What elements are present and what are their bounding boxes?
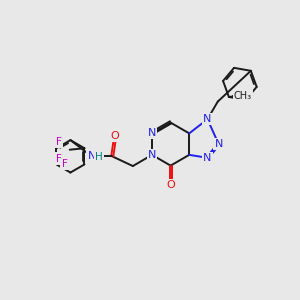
Text: F: F [56, 154, 62, 164]
Text: N: N [203, 153, 212, 163]
Text: O: O [111, 131, 120, 141]
Text: O: O [166, 180, 175, 190]
Text: N: N [203, 114, 212, 124]
Text: N: N [214, 139, 223, 149]
Text: N: N [148, 150, 156, 160]
Text: F: F [61, 159, 68, 169]
Text: H: H [95, 152, 103, 162]
Text: N: N [87, 151, 96, 161]
Text: F: F [56, 137, 62, 147]
Text: N: N [148, 128, 156, 138]
Text: CH₃: CH₃ [234, 91, 252, 100]
